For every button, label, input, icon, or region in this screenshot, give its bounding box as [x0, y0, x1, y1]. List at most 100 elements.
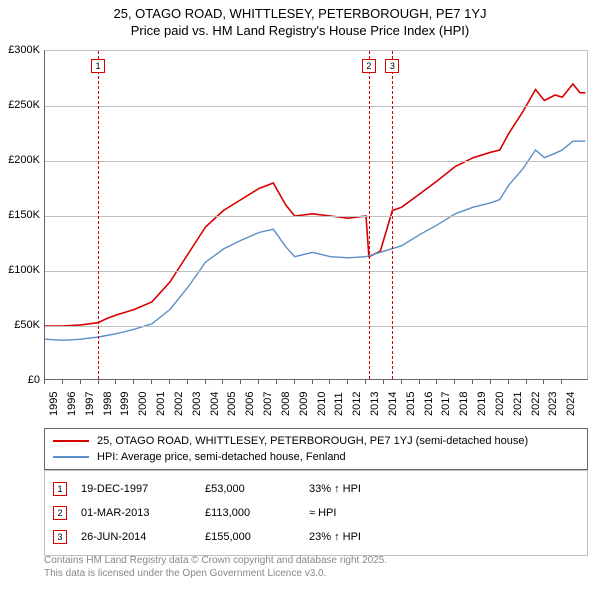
x-axis-label: 2015 [405, 392, 417, 416]
x-axis-label: 1995 [48, 392, 60, 416]
event-marker-line [369, 51, 370, 379]
x-tick [62, 380, 63, 384]
event-number-box: 1 [53, 482, 67, 496]
x-tick [490, 380, 491, 384]
x-tick [133, 380, 134, 384]
x-axis-label: 2003 [191, 392, 203, 416]
x-axis-label: 2012 [351, 392, 363, 416]
x-axis-label: 1999 [119, 392, 131, 416]
event-price: £113,000 [205, 507, 295, 519]
x-axis-label: 2022 [530, 392, 542, 416]
x-tick [365, 380, 366, 384]
legend: 25, OTAGO ROAD, WHITTLESEY, PETERBOROUGH… [44, 428, 588, 470]
footer-line: Contains HM Land Registry data © Crown c… [44, 554, 387, 567]
gridline [45, 271, 587, 272]
chart-container: 25, OTAGO ROAD, WHITTLESEY, PETERBOROUGH… [0, 0, 600, 590]
x-axis-label: 2014 [387, 392, 399, 416]
x-tick [80, 380, 81, 384]
x-axis-label: 2023 [547, 392, 559, 416]
event-marker-line [392, 51, 393, 379]
x-tick [508, 380, 509, 384]
series-property [45, 84, 585, 326]
x-tick [436, 380, 437, 384]
event-marker-box: 2 [362, 59, 376, 73]
legend-swatch [53, 456, 89, 458]
title-block: 25, OTAGO ROAD, WHITTLESEY, PETERBOROUGH… [0, 0, 600, 38]
x-tick [312, 380, 313, 384]
chart-title-line1: 25, OTAGO ROAD, WHITTLESEY, PETERBOROUGH… [0, 6, 600, 21]
x-tick [258, 380, 259, 384]
x-axis-label: 2001 [155, 392, 167, 416]
x-tick [222, 380, 223, 384]
x-axis-label: 2017 [440, 392, 452, 416]
x-axis-label: 2018 [458, 392, 470, 416]
events-table: 119-DEC-1997£53,00033% ↑ HPI201-MAR-2013… [44, 470, 588, 556]
series-hpi [45, 141, 585, 340]
x-tick [472, 380, 473, 384]
x-axis-label: 2011 [333, 392, 345, 416]
x-tick [454, 380, 455, 384]
x-tick [205, 380, 206, 384]
event-price: £53,000 [205, 483, 295, 495]
footer: Contains HM Land Registry data © Crown c… [44, 554, 387, 580]
x-tick [419, 380, 420, 384]
y-axis-label: £250K [2, 99, 40, 111]
event-marker-box: 1 [91, 59, 105, 73]
x-tick [169, 380, 170, 384]
x-axis-label: 2020 [494, 392, 506, 416]
x-axis-label: 2024 [565, 392, 577, 416]
y-axis-label: £50K [2, 319, 40, 331]
event-number-box: 3 [53, 530, 67, 544]
event-marker-box: 3 [385, 59, 399, 73]
gridline [45, 161, 587, 162]
y-axis-label: £100K [2, 264, 40, 276]
x-tick [401, 380, 402, 384]
event-note: ≈ HPI [309, 507, 336, 519]
x-axis-label: 1996 [66, 392, 78, 416]
event-row: 119-DEC-1997£53,00033% ↑ HPI [53, 477, 579, 501]
x-tick [187, 380, 188, 384]
gridline [45, 326, 587, 327]
x-axis-label: 2004 [209, 392, 221, 416]
plot-area: 1 23 [44, 50, 588, 380]
event-date: 26-JUN-2014 [81, 531, 191, 543]
y-axis-label: £0 [2, 374, 40, 386]
y-axis-label: £200K [2, 154, 40, 166]
event-date: 01-MAR-2013 [81, 507, 191, 519]
x-tick [151, 380, 152, 384]
y-axis-label: £300K [2, 44, 40, 56]
event-marker-line [98, 51, 99, 379]
x-axis-label: 2009 [298, 392, 310, 416]
x-tick [44, 380, 45, 384]
x-axis-label: 2006 [244, 392, 256, 416]
legend-label: HPI: Average price, semi-detached house,… [97, 451, 346, 463]
x-axis-label: 2013 [369, 392, 381, 416]
x-tick [383, 380, 384, 384]
chart-title-line2: Price paid vs. HM Land Registry's House … [0, 23, 600, 38]
x-tick [347, 380, 348, 384]
legend-row: HPI: Average price, semi-detached house,… [53, 449, 579, 465]
x-axis-label: 2021 [512, 392, 524, 416]
x-tick [240, 380, 241, 384]
x-axis-label: 2002 [173, 392, 185, 416]
x-axis-label: 2005 [226, 392, 238, 416]
event-row: 326-JUN-2014£155,00023% ↑ HPI [53, 525, 579, 549]
event-note: 23% ↑ HPI [309, 531, 361, 543]
x-tick [294, 380, 295, 384]
x-tick [276, 380, 277, 384]
x-axis-label: 1998 [102, 392, 114, 416]
footer-line: This data is licensed under the Open Gov… [44, 567, 387, 580]
legend-label: 25, OTAGO ROAD, WHITTLESEY, PETERBOROUGH… [97, 435, 528, 447]
gridline [45, 106, 587, 107]
x-tick [526, 380, 527, 384]
legend-swatch [53, 440, 89, 442]
x-tick [98, 380, 99, 384]
x-axis-label: 2010 [316, 392, 328, 416]
x-axis-label: 2019 [476, 392, 488, 416]
x-axis-label: 1997 [84, 392, 96, 416]
x-tick [543, 380, 544, 384]
x-axis-label: 2007 [262, 392, 274, 416]
event-date: 19-DEC-1997 [81, 483, 191, 495]
legend-row: 25, OTAGO ROAD, WHITTLESEY, PETERBOROUGH… [53, 433, 579, 449]
event-number-box: 2 [53, 506, 67, 520]
